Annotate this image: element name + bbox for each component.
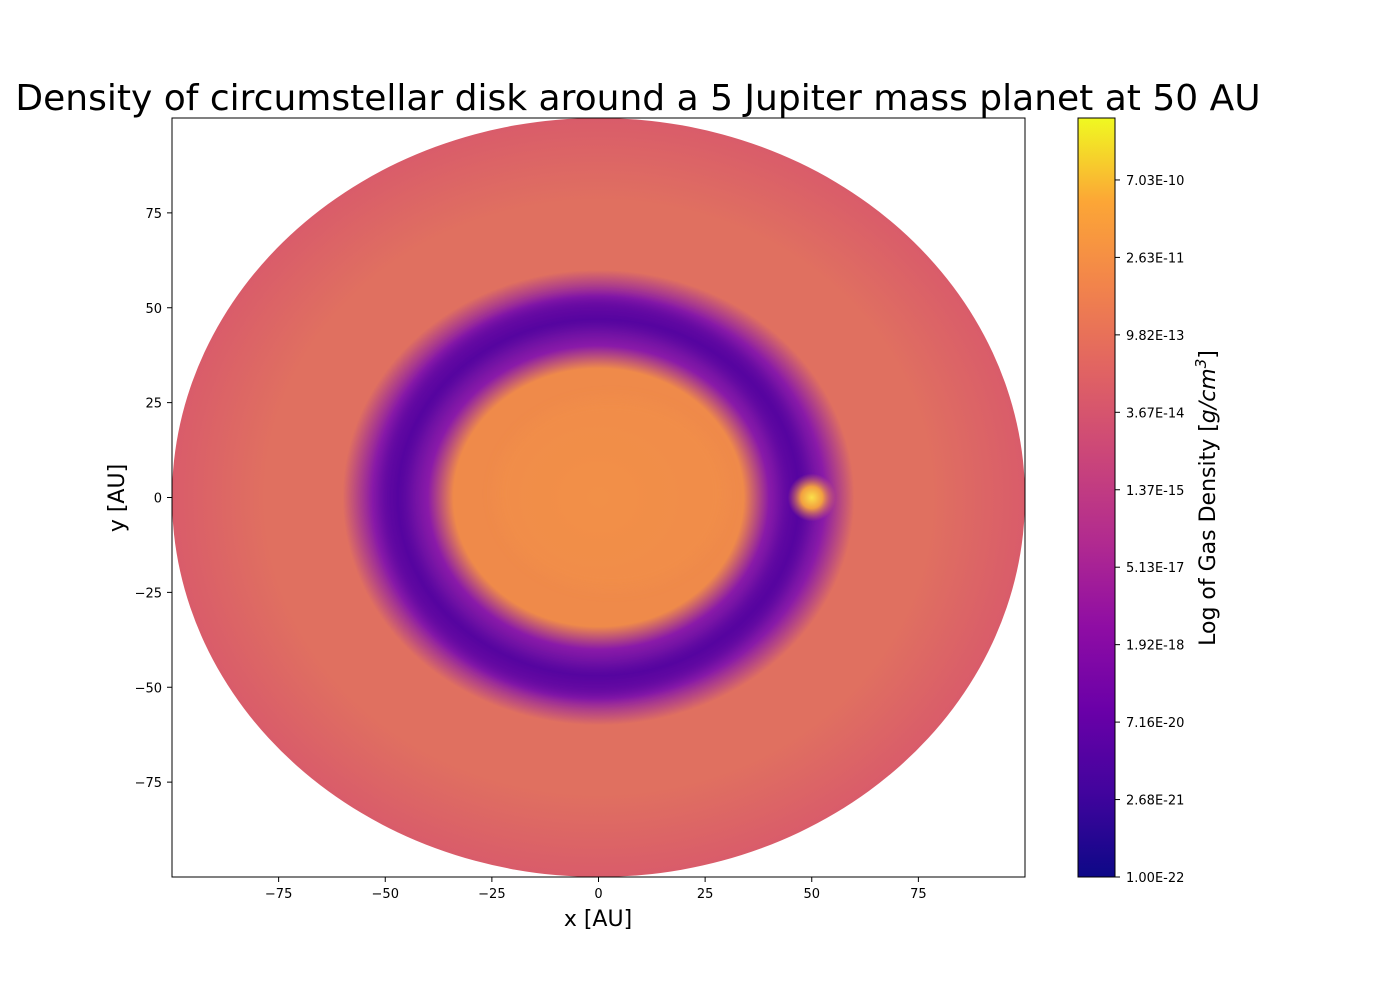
colorbar-tick-label: 1.92E-18: [1126, 639, 1184, 654]
colorbar-tick-label: 2.68E-21: [1126, 794, 1184, 809]
y-tick-label: 75: [145, 207, 162, 222]
y-tick-label: −50: [135, 681, 162, 696]
colorbar-tick-label: 5.13E-17: [1126, 561, 1184, 576]
colorbar-tick-label: 1.00E-22: [1126, 871, 1184, 886]
x-axis: −75 −50 −25 0 25 50 75: [265, 877, 927, 902]
plot-area: [172, 118, 1025, 877]
colorbar-tick-label: 9.82E-13: [1126, 329, 1184, 344]
colorbar-tick-label: 1.37E-15: [1126, 484, 1184, 499]
x-tick-label: −25: [478, 887, 505, 902]
colorbar: [1077, 117, 1116, 878]
colorbar-tick-label: 3.67E-14: [1126, 406, 1184, 421]
x-tick-label: 0: [594, 887, 602, 902]
y-tick-label: −25: [135, 586, 162, 601]
x-tick-label: −75: [265, 887, 292, 902]
colorbar-tick-label: 7.16E-20: [1126, 716, 1184, 731]
inner-disk-core: [496, 398, 727, 589]
planet-marker: [787, 473, 836, 522]
colorbar-ticks: 1.00E-22 2.68E-21 7.16E-20 1.92E-18 5.13E-17…: [1115, 174, 1184, 886]
colorbar-label: Log of Gas Density [g/cm3]: [1192, 350, 1221, 646]
y-tick-label: 50: [145, 302, 162, 317]
x-tick-label: 50: [803, 887, 820, 902]
x-tick-label: 75: [910, 887, 927, 902]
x-axis-label: x [AU]: [564, 907, 632, 932]
y-axis-label: y [AU]: [105, 464, 130, 532]
colorbar-tick-label: 7.03E-10: [1126, 174, 1184, 189]
y-axis: 75 50 25 0 −25 −50 −75: [135, 207, 172, 791]
y-tick-label: 0: [154, 492, 162, 507]
x-tick-label: 25: [697, 887, 714, 902]
y-tick-label: −75: [135, 776, 162, 791]
y-tick-label: 25: [145, 397, 162, 412]
colorbar-tick-label: 2.63E-11: [1126, 251, 1184, 266]
chart-title: Density of circumstellar disk around a 5…: [15, 78, 1260, 119]
x-tick-label: −50: [372, 887, 399, 902]
